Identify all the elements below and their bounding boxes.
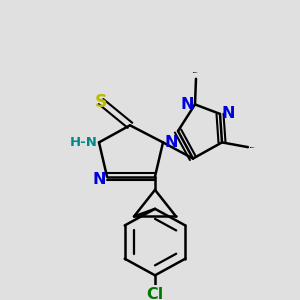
Text: methyl: methyl [194, 71, 199, 73]
Text: N: N [92, 172, 106, 187]
Text: methyl: methyl [250, 146, 256, 148]
Text: H-N: H-N [70, 136, 98, 149]
Text: N: N [221, 106, 235, 122]
Text: N: N [180, 97, 194, 112]
Text: S: S [95, 93, 107, 111]
Text: N: N [164, 135, 178, 150]
Text: Cl: Cl [146, 287, 164, 300]
